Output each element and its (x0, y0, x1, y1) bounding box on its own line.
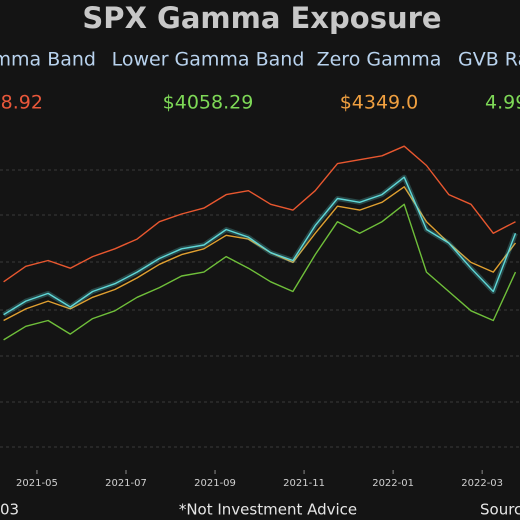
series-line (3, 176, 517, 316)
footer-date: 03 (0, 501, 19, 519)
chart-title: SPX Gamma Exposure (82, 1, 441, 35)
grid (0, 169, 520, 448)
x-tick-label: 2022-01 (372, 478, 414, 489)
header-label: mma Band (0, 49, 96, 71)
header-value: 68.92 (0, 92, 43, 114)
x-tick-label: 2021-05 (16, 478, 58, 489)
header-value: $4058.29 (163, 92, 254, 114)
header-value: $4349.0 (340, 92, 419, 114)
series-line (3, 186, 517, 322)
footer-disclaimer: *Not Investment Advice (179, 501, 357, 519)
x-tick-label: 2022-03 (461, 478, 503, 489)
x-tick-label: 2021-09 (194, 478, 236, 489)
header-label: GVB Ra (458, 49, 520, 71)
x-tick-label: 2021-11 (283, 478, 325, 489)
header-label: Zero Gamma (317, 49, 442, 71)
series-line (3, 203, 517, 341)
series-line (3, 145, 516, 283)
header-value: 4.99 (485, 92, 520, 114)
footer-source: Sourc (480, 501, 520, 519)
x-tick-label: 2021-07 (105, 478, 147, 489)
header-label: Lower Gamma Band (112, 49, 305, 71)
